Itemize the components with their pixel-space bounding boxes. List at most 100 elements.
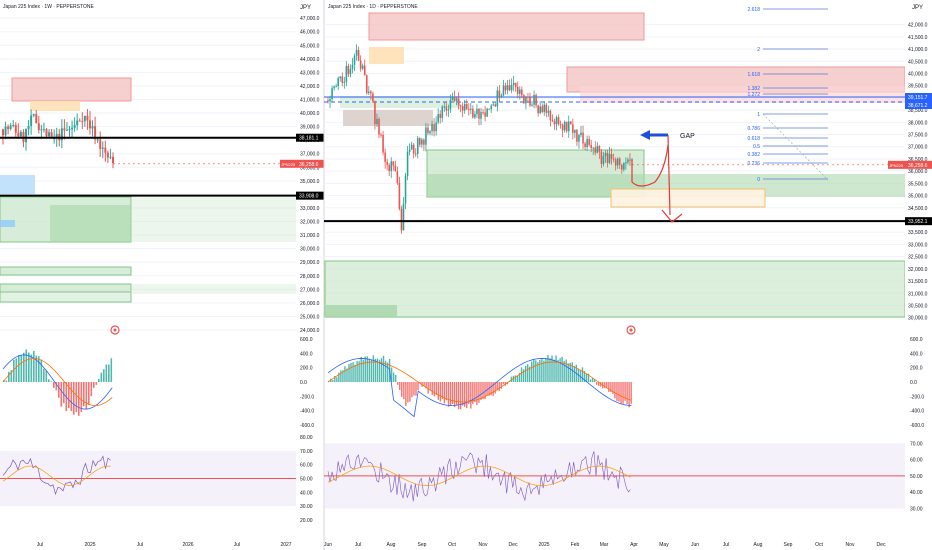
right-macd-bar: [486, 382, 488, 396]
right-candle-body: [408, 149, 411, 152]
right-candle-body: [596, 146, 599, 153]
right-candle-body: [439, 114, 442, 118]
right-macd-bar: [533, 359, 535, 382]
right-macd-bar: [559, 357, 561, 382]
right-candle-body: [349, 69, 352, 75]
right-candle-body: [545, 104, 548, 113]
right-candle-body: [580, 132, 582, 136]
left-macd-bar: [63, 382, 65, 404]
right-macd-bar: [394, 374, 397, 382]
right-candle-body: [437, 114, 439, 123]
right-candle-body: [567, 121, 570, 132]
left-demand-zone-3: [0, 283, 132, 293]
right-macd-bar: [449, 382, 452, 406]
left-candle-body: [14, 124, 17, 133]
right-projection-curve: [631, 144, 669, 187]
left-candle-body: [68, 129, 71, 131]
right-candle-body: [620, 164, 623, 170]
right-candle-body: [447, 109, 450, 111]
left-candle-body: [48, 132, 51, 137]
right-macd-bar: [608, 382, 610, 392]
right-macd-bar: [593, 379, 596, 382]
right-time-tick: Jun: [691, 542, 699, 548]
right-demand-zone-ext: [427, 174, 905, 197]
left-symbol-label: JPN225: [281, 162, 296, 167]
right-macd-bar: [612, 382, 614, 395]
left-axis-tick: 25,000.0: [300, 314, 320, 320]
right-candle-body: [459, 105, 462, 107]
left-macd-bar: [13, 359, 15, 382]
right-candle-body: [533, 94, 535, 105]
left-line1-tag: [296, 133, 324, 142]
left-macd-line: [2, 354, 113, 410]
right-macd-bar: [595, 382, 598, 385]
left-time-tick: 2025: [84, 542, 95, 548]
right-candle-body: [467, 108, 470, 110]
right-time-tick: Dec: [877, 542, 886, 548]
left-price-label: 36,258.6: [299, 162, 319, 168]
left-macd-bar: [50, 381, 53, 382]
right-blue-tag-2: [905, 101, 932, 109]
right-candle-body: [547, 110, 550, 113]
right-candle-body: [557, 117, 560, 125]
right-blue-tag-label-1: 39,151.7: [908, 95, 928, 101]
right-macd-bar: [539, 360, 541, 382]
right-candle-body: [627, 159, 629, 163]
left-axis-bg: [296, 0, 324, 550]
right-macd-tick: -600.0: [910, 423, 924, 429]
left-candle-body: [109, 156, 112, 158]
left-candle-body: [4, 126, 7, 136]
left-candle-body: [17, 132, 20, 137]
right-macd-bar: [480, 382, 482, 400]
right-candle-body: [563, 121, 566, 131]
right-candle-body: [410, 144, 413, 150]
left-macd-bar: [48, 379, 50, 382]
left-macd-bar: [68, 382, 70, 409]
right-axis-tick: 31,500.0: [908, 279, 928, 285]
left-macd-tick: -200.0: [300, 394, 314, 400]
left-time-tick: Jul: [137, 542, 143, 548]
right-candle-body: [402, 203, 405, 231]
right-fib-trend: [762, 113, 829, 181]
right-fib-label: 0.5: [753, 144, 760, 150]
right-candle-body: [486, 108, 488, 117]
left-axis-tick: 39,000.0: [300, 125, 320, 131]
right-fib-label: 0.786: [747, 126, 760, 132]
right-macd-bar: [433, 382, 435, 397]
right-candle-body: [598, 146, 601, 152]
left-event-marker-dot: [113, 328, 117, 332]
left-macd-bar: [45, 370, 48, 382]
right-candle-body: [592, 147, 595, 149]
right-candle-body: [535, 94, 537, 106]
left-macd-bar: [100, 372, 103, 382]
right-macd-bar: [423, 382, 425, 386]
right-candle-body: [480, 112, 482, 119]
right-candle-body: [492, 104, 495, 106]
left-candle-body: [73, 125, 76, 128]
right-macd-bar: [502, 382, 504, 384]
right-candle-body: [608, 154, 611, 163]
right-macd-tick: -200.0: [910, 394, 924, 400]
right-time-tick: Aug: [387, 542, 396, 548]
right-macd-bar: [606, 382, 608, 389]
right-candle-body: [551, 120, 554, 122]
right-time-tick: Sep: [784, 542, 793, 548]
right-axis-tick: 40,000.0: [908, 71, 928, 77]
left-macd-bar: [80, 382, 83, 413]
left-candle-body: [45, 129, 48, 137]
left-candle-body: [32, 114, 35, 116]
right-candle-body: [382, 134, 384, 153]
right-candle-body: [578, 135, 580, 142]
right-macd-bar: [435, 382, 437, 395]
right-rsi-tick: 50.00: [910, 474, 923, 480]
right-axis-tick: 40,500.0: [908, 59, 928, 65]
right-macd-bar: [528, 366, 531, 382]
right-macd-bar: [551, 355, 553, 382]
left-macd-bar: [105, 364, 108, 382]
right-time-tick: Nov: [846, 542, 855, 548]
left-candle-body: [40, 129, 43, 131]
right-candle-body: [365, 75, 368, 94]
right-candle-body: [386, 161, 388, 165]
left-axis-tick: 37,000.0: [300, 152, 320, 158]
